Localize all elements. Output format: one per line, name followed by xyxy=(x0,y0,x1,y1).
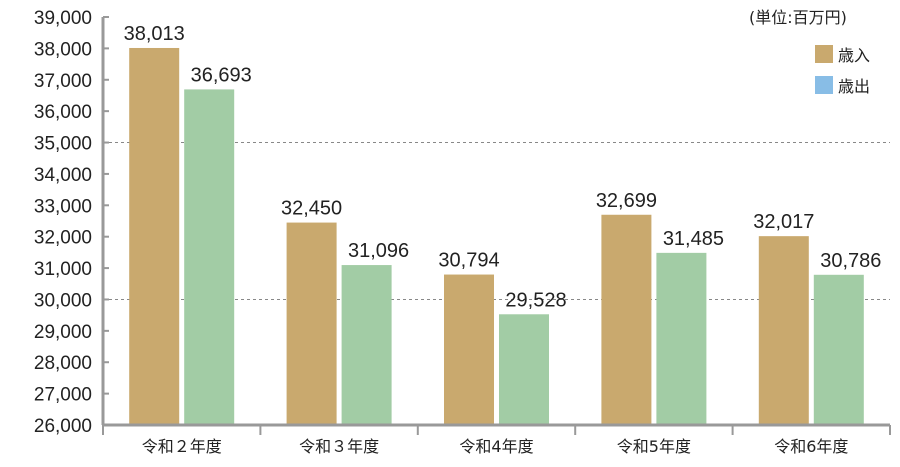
y-tick-label: 39,000 xyxy=(34,8,92,29)
bar-expenditure xyxy=(656,252,707,425)
data-label: 31,096 xyxy=(348,240,409,262)
data-label: 32,450 xyxy=(281,198,342,220)
bar-revenue xyxy=(758,236,809,425)
data-label: 38,013 xyxy=(124,23,185,45)
legend-swatch-revenue xyxy=(815,45,833,63)
bar-expenditure xyxy=(184,89,235,426)
legend-label-revenue: 歳入 xyxy=(838,46,870,65)
x-tick-label: 令和３年度 xyxy=(299,437,379,456)
data-label: 29,528 xyxy=(505,289,566,311)
x-tick-label: 令和4年度 xyxy=(459,437,533,456)
data-label: 32,699 xyxy=(596,190,657,212)
y-tick-label: 33,000 xyxy=(34,196,92,217)
y-tick-label: 34,000 xyxy=(34,165,92,186)
data-label: 30,786 xyxy=(820,250,881,272)
bar-revenue xyxy=(601,214,652,425)
x-axis-ticks: 令和２年度 令和３年度 令和4年度 令和5年度 令和6年度 xyxy=(102,425,891,456)
bar-revenue xyxy=(129,47,180,425)
bars xyxy=(129,47,864,426)
y-tick-label: 31,000 xyxy=(34,259,92,280)
bar-revenue xyxy=(444,274,494,425)
data-labels: 38,013 36,693 32,450 31,096 30,794 29,528 32,6… xyxy=(124,23,882,311)
y-tick-label: 32,000 xyxy=(34,228,92,249)
data-label: 30,794 xyxy=(438,250,499,272)
axes xyxy=(101,17,890,427)
y-axis-ticks: 26,000 27,000 28,000 29,000 30,000 31,000 32,0… xyxy=(34,8,109,437)
data-label: 36,693 xyxy=(191,64,252,86)
bar-revenue xyxy=(286,222,337,425)
data-label: 32,017 xyxy=(753,211,814,233)
y-tick-label: 26,000 xyxy=(34,416,92,437)
y-tick-label: 38,000 xyxy=(34,39,92,60)
x-tick-label: 令和5年度 xyxy=(617,437,691,456)
y-tick-label: 37,000 xyxy=(34,71,92,92)
y-tick-label: 27,000 xyxy=(34,385,92,406)
x-tick-label: 令和２年度 xyxy=(142,437,222,456)
legend-label-expenditure: 歳出 xyxy=(838,77,870,96)
bar-expenditure xyxy=(813,274,864,425)
bar-expenditure xyxy=(341,265,392,425)
y-tick-label: 30,000 xyxy=(34,290,92,311)
unit-label: (単位:百万円) xyxy=(749,8,847,27)
y-tick-label: 35,000 xyxy=(34,134,92,155)
y-tick-label: 28,000 xyxy=(34,353,92,374)
y-tick-label: 36,000 xyxy=(34,102,92,123)
legend: (単位:百万円) 歳入 歳出 xyxy=(749,8,870,96)
legend-swatch-expenditure xyxy=(815,76,833,94)
x-tick-label: 令和6年度 xyxy=(774,437,848,456)
bar-expenditure xyxy=(499,314,549,425)
y-tick-label: 29,000 xyxy=(34,322,92,343)
data-label: 31,485 xyxy=(663,228,724,250)
